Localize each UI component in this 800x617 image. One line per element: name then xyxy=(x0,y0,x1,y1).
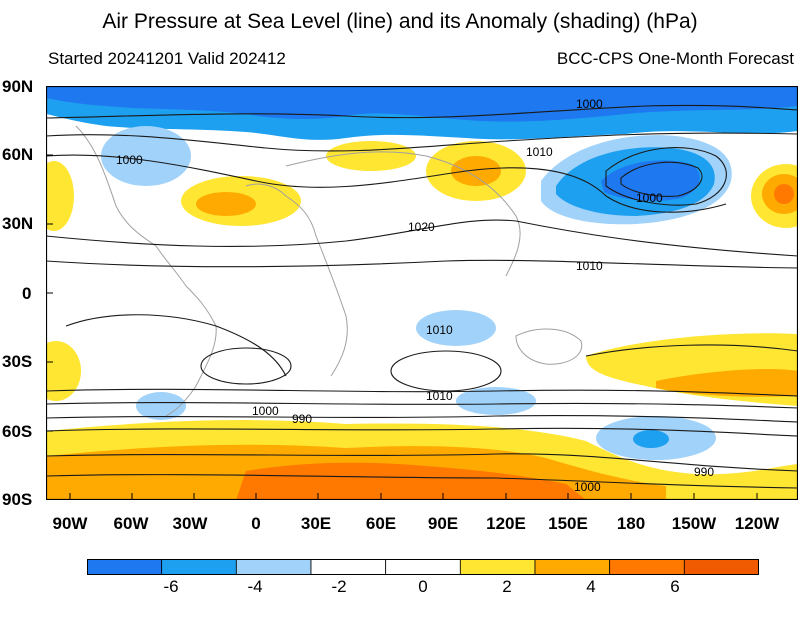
contour-line xyxy=(65,314,287,377)
lat-label-eq: 0 xyxy=(22,284,32,303)
colorbar-tick-label: -6 xyxy=(163,577,179,596)
colorbar-swatch xyxy=(385,559,461,575)
colorbar-tick-label: -4 xyxy=(247,577,263,596)
europe-moderate-positive xyxy=(196,192,256,216)
lon-label-180: 180 xyxy=(616,514,646,533)
arctic-strong-negative-shade xyxy=(46,86,798,122)
colorbar-tick-label: 2 xyxy=(502,577,512,596)
africa-coast xyxy=(245,183,348,377)
lat-label-30n: 30N xyxy=(2,214,34,233)
contour-label: 1000 xyxy=(576,97,603,111)
contour-line xyxy=(585,344,798,357)
contour-label: 990 xyxy=(694,465,714,479)
contour-label: 1010 xyxy=(426,389,453,403)
contour-line xyxy=(46,402,798,409)
lat-label-60n: 60N xyxy=(2,145,34,164)
contour-line xyxy=(46,154,727,213)
colorbar-tick-label: 4 xyxy=(586,577,596,596)
contour-label: 1000 xyxy=(636,191,663,205)
colorbar-swatch xyxy=(459,559,536,575)
asia-moderate-positive xyxy=(451,156,501,186)
colorbar-swatch xyxy=(87,559,163,575)
lon-label-30w: 30W xyxy=(172,514,208,533)
colorbar-tick-label: -2 xyxy=(331,577,347,596)
axis-ticks xyxy=(46,86,758,500)
contour-line xyxy=(46,132,798,152)
colorbar-swatch xyxy=(235,559,312,575)
colorbar-swatch xyxy=(161,559,237,575)
colorbar-swatch xyxy=(310,559,387,575)
contour-label: 1010 xyxy=(426,323,453,337)
pressure-anomaly-map: 1000 1010 1000 1000 1020 1010 1010 1010 … xyxy=(46,86,798,500)
contour-label: 1000 xyxy=(252,404,279,418)
lon-label-120e: 120E xyxy=(486,514,526,533)
lat-label-90n: 90N xyxy=(2,77,34,96)
lat-label-90s: 90S xyxy=(2,490,33,509)
canada-weak-negative xyxy=(101,126,191,186)
contour-line xyxy=(620,161,703,197)
colorbar-swatch xyxy=(534,559,611,575)
contour-label: 1000 xyxy=(574,480,601,494)
contour-line xyxy=(46,415,798,423)
contour-line xyxy=(46,259,798,269)
lat-label-30s: 30S xyxy=(2,352,33,371)
south-pacific-moderate-positive xyxy=(656,369,798,397)
lon-label-150e: 150E xyxy=(548,514,588,533)
antarctic-strong-positive xyxy=(236,462,586,500)
colorbar-tick-label: 6 xyxy=(670,577,680,596)
colorbar-swatch xyxy=(609,559,685,575)
contour-line xyxy=(46,104,798,119)
lon-label-30e: 30E xyxy=(300,514,332,533)
contour-labels: 1000 1010 1000 1000 1020 1010 1010 1010 … xyxy=(116,97,714,494)
lon-label-0: 0 xyxy=(251,514,261,533)
colorbar xyxy=(87,559,759,575)
lon-label-90e: 90E xyxy=(427,514,459,533)
indian-ocean-weak-negative xyxy=(416,310,496,346)
australia-coast xyxy=(515,328,583,365)
south-atlantic-weak-negative xyxy=(136,392,186,420)
south-america-weak-positive xyxy=(46,341,81,401)
pressure-contours xyxy=(46,104,798,489)
east-pacific-weak-positive xyxy=(46,161,74,231)
colorbar-tick-label: 0 xyxy=(418,577,428,596)
contour-label: 1010 xyxy=(576,259,603,273)
colorbar-swatch xyxy=(683,559,759,575)
ross-sea-moderate-negative xyxy=(633,430,669,448)
contour-label: 1000 xyxy=(116,153,143,167)
contour-line xyxy=(605,147,727,206)
contour-label: 1020 xyxy=(408,220,435,234)
chart-title: Air Pressure at Sea Level (line) and its… xyxy=(102,10,698,33)
lat-label-60s: 60S xyxy=(2,422,33,441)
siberia-weak-positive xyxy=(326,141,416,171)
contour-line xyxy=(46,219,798,257)
colorbar-frame xyxy=(87,559,759,575)
anomaly-shading xyxy=(46,86,798,500)
contour-line xyxy=(46,427,798,437)
lon-label-60e: 60E xyxy=(365,514,397,533)
contour-line xyxy=(46,453,798,472)
subtitle-model: BCC-CPS One-Month Forecast xyxy=(556,49,794,68)
lon-label-60w: 60W xyxy=(113,514,149,533)
americas-coast xyxy=(75,125,217,417)
contour-label: 990 xyxy=(292,412,312,426)
pacific-strong-negative xyxy=(601,160,700,201)
lon-label-120w: 120W xyxy=(734,514,780,533)
lon-label-150w: 150W xyxy=(671,514,717,533)
contour-line xyxy=(46,388,798,397)
contour-line xyxy=(46,474,798,489)
south-indian-weak-negative xyxy=(456,387,536,415)
lon-label-90w: 90W xyxy=(52,514,88,533)
contour-line xyxy=(200,347,292,385)
west-atlantic-strong-positive xyxy=(774,184,794,204)
subtitle-dates: Started 20241201 Valid 202412 xyxy=(48,49,286,68)
contour-label: 1010 xyxy=(526,145,553,159)
